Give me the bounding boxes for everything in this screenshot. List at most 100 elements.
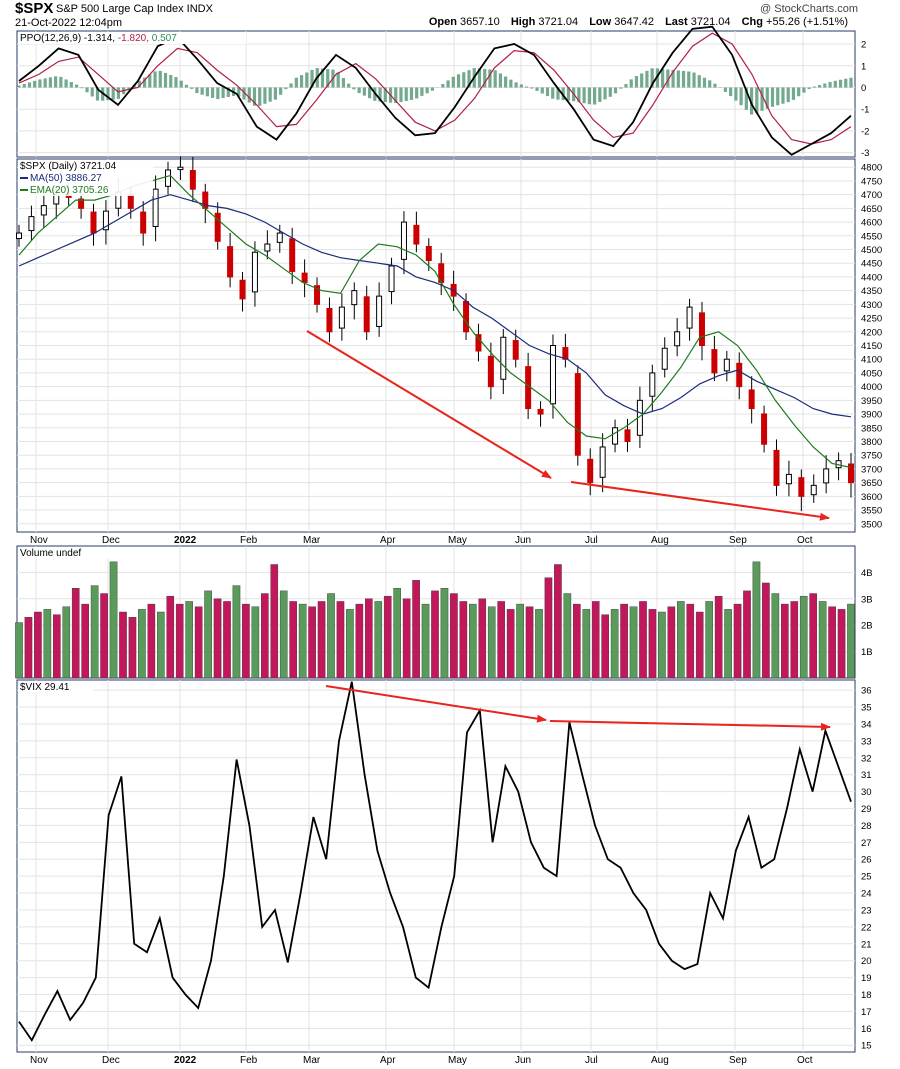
volume-bar-down <box>81 603 89 679</box>
price-candle-down <box>227 246 234 278</box>
price-tick-label: 3900 <box>861 410 882 421</box>
ppo-histogram-bar <box>446 80 450 88</box>
volume-bar-down <box>365 598 373 679</box>
vix-line <box>18 681 852 1042</box>
ppo-histogram-bar <box>828 81 832 88</box>
ppo-histogram-bar <box>74 84 79 88</box>
ppo-histogram-bar <box>111 87 115 100</box>
price-candle-up <box>53 194 60 205</box>
ppo-histogram-bar <box>634 76 639 88</box>
ppo-histogram-bar <box>158 70 162 88</box>
price-candle-up <box>165 169 172 187</box>
ppo-histogram-bar <box>702 77 707 88</box>
month-label: Sep <box>729 535 747 546</box>
vix-tick-label: 21 <box>861 939 872 950</box>
volume-bar-down <box>525 606 534 679</box>
month-label: Feb <box>240 535 258 546</box>
vix-panel-frame <box>16 679 856 1053</box>
month-label-bottom: Feb <box>240 1055 258 1066</box>
price-tick-label: 4550 <box>861 231 882 242</box>
price-trend-arrow-1 <box>306 330 552 479</box>
ppo-histogram-bar <box>812 86 816 88</box>
volume-bar-up <box>232 585 241 679</box>
volume-bar-down <box>317 601 326 679</box>
high-value: 3721.04 <box>538 16 579 28</box>
price-candle-down <box>127 193 134 209</box>
volume-bar-up <box>487 606 496 679</box>
volume-bar-down <box>289 601 297 679</box>
volume-bar-up <box>752 561 761 679</box>
ppo-histogram-bar <box>530 87 534 89</box>
ppo-histogram-bar <box>566 87 571 101</box>
ppo-histogram-bar <box>781 87 785 104</box>
vix-trend-arrow-1 <box>325 685 547 723</box>
last-value: 3721.04 <box>690 16 731 28</box>
price-candle-up <box>16 232 22 240</box>
ppo-tick-label: 1 <box>861 61 866 72</box>
ppo-histogram-bar <box>441 84 445 88</box>
volume-bar-down <box>686 603 695 679</box>
vix-tick-label: 29 <box>861 804 872 815</box>
volume-bar-up <box>62 606 71 679</box>
price-candle-up <box>264 243 271 252</box>
volume-bar-down <box>270 564 279 679</box>
vix-tick-label: 22 <box>861 922 872 933</box>
vol-tick-label: 2B <box>861 621 873 632</box>
volume-bar-up <box>43 609 52 679</box>
ppo-histogram-bar <box>729 87 733 97</box>
vol-tick-label: 1B <box>861 647 873 658</box>
volume-bar-up <box>724 609 732 679</box>
volume-bar-up <box>298 603 307 679</box>
volume-bar-up <box>469 603 477 679</box>
ppo-histogram-bar <box>483 68 487 88</box>
volume-bar-down <box>790 601 799 679</box>
ppo-histogram-bar <box>765 87 769 109</box>
ppo-histogram-bar <box>676 70 680 88</box>
ticker-symbol: $SPX <box>15 0 54 17</box>
price-tick-label: 4100 <box>861 355 882 366</box>
ppo-histogram-bar <box>592 87 597 105</box>
ppo-tick-label: -3 <box>861 148 869 159</box>
open-value: 3657.10 <box>460 16 500 28</box>
ppo-histogram-bar <box>519 84 523 88</box>
ppo-histogram-bar <box>493 70 497 88</box>
vix-tick-label: 35 <box>861 703 872 714</box>
price-tick-label: 4800 <box>861 163 882 174</box>
price-candle-down <box>202 191 209 209</box>
ppo-histogram-bar <box>357 87 361 94</box>
price-candle-up <box>723 358 730 372</box>
ppo-histogram-bar <box>142 77 147 88</box>
price-ema20-line <box>18 174 852 469</box>
ppo-histogram-bar <box>791 87 796 100</box>
month-label: Aug <box>651 535 669 546</box>
volume-bar-up <box>610 609 619 679</box>
vix-tick-label: 16 <box>861 1024 872 1035</box>
volume-bar-down <box>147 603 156 679</box>
ppo-histogram-bar <box>697 75 701 88</box>
ppo-histogram-bar <box>226 87 230 98</box>
ppo-histogram-bar <box>305 72 309 88</box>
ppo-histogram-bar <box>116 87 121 99</box>
volume-bar-down <box>459 601 468 679</box>
ppo-histogram-bar <box>582 87 586 104</box>
ppo-histogram-bar <box>237 87 241 97</box>
ppo-histogram-bar <box>739 87 743 106</box>
price-tick-label: 3700 <box>861 464 882 475</box>
price-candle-down <box>463 300 470 333</box>
ppo-histogram-bar <box>59 76 63 88</box>
ppo-histogram-bar <box>666 69 670 88</box>
ppo-legend-bg <box>18 32 246 44</box>
volume-bar-up <box>204 590 212 679</box>
ppo-histogram-bar <box>205 87 209 97</box>
volume-bar-down <box>223 601 231 679</box>
volume-bar-up <box>677 601 685 679</box>
ppo-histogram-bar <box>655 68 659 88</box>
volume-bar-down <box>261 593 269 679</box>
month-label-bottom: Oct <box>797 1055 813 1066</box>
vix-trend-arrow-2 <box>549 720 831 731</box>
volume-bar-up <box>109 561 118 679</box>
volume-bar-down <box>336 601 345 679</box>
volume-bar-up <box>440 588 449 679</box>
month-label-bottom: Nov <box>30 1055 48 1066</box>
month-label-bottom: Sep <box>729 1055 747 1066</box>
